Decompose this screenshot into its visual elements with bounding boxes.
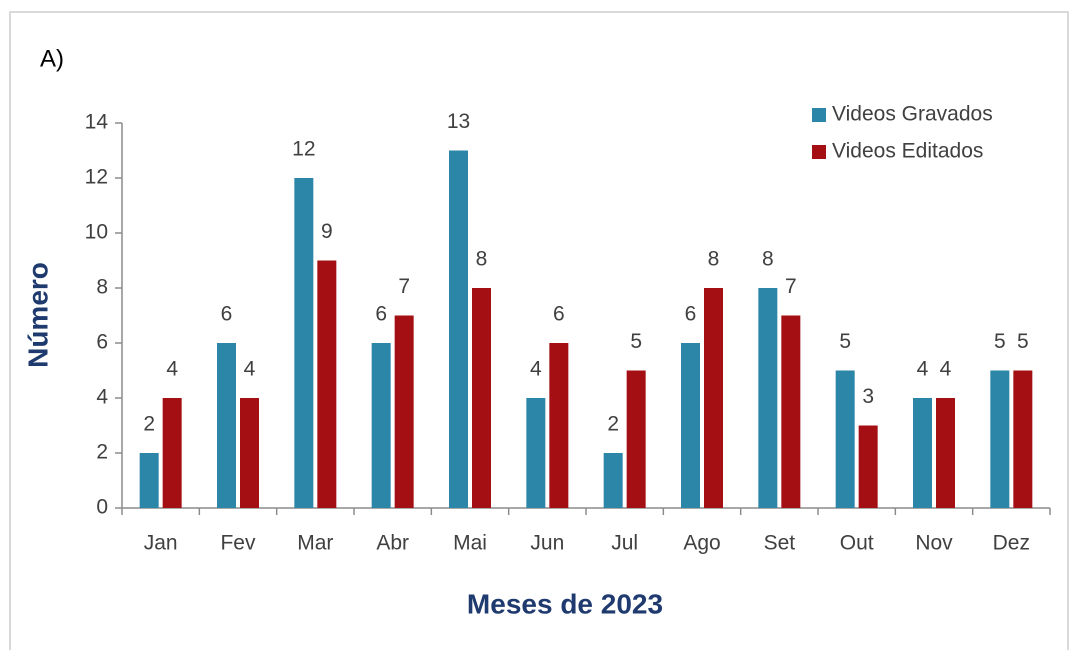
bar	[990, 370, 1010, 508]
y-axis-label: Número	[22, 262, 53, 368]
data-label: 7	[398, 275, 410, 298]
bar	[294, 178, 314, 508]
x-tick-label: Dez	[993, 532, 1030, 555]
y-tick-label: 2	[96, 441, 108, 464]
data-label: 7	[785, 275, 797, 298]
x-tick-label: Jun	[530, 532, 564, 555]
data-label: 4	[244, 358, 256, 381]
data-label: 5	[1017, 330, 1029, 353]
data-label: 12	[292, 138, 315, 161]
bar	[371, 343, 391, 508]
y-tick-label: 0	[96, 496, 108, 519]
legend-label: Videos Editados	[832, 140, 983, 163]
data-label: 6	[221, 303, 233, 326]
data-label: 8	[708, 248, 720, 271]
bar	[549, 343, 569, 508]
bar	[139, 453, 159, 508]
bar	[449, 150, 468, 508]
bar	[394, 315, 414, 508]
x-tick-label: Jan	[144, 532, 178, 555]
data-label: 5	[839, 330, 851, 353]
x-axis-label: Meses de 2023	[467, 588, 663, 619]
bar	[1013, 370, 1033, 508]
bar	[472, 288, 491, 508]
y-tick-label: 8	[96, 276, 108, 299]
x-tick-label: Ago	[683, 532, 720, 555]
x-tick-label: Out	[840, 532, 874, 555]
data-label: 4	[917, 358, 929, 381]
data-label: 5	[630, 330, 642, 353]
x-tick-label: Nov	[915, 532, 953, 555]
bar	[704, 288, 723, 508]
y-tick-label: 14	[85, 111, 109, 134]
bar	[317, 260, 337, 508]
bar	[758, 288, 778, 508]
bar	[781, 315, 801, 508]
data-label: 13	[447, 110, 470, 133]
bar	[835, 370, 855, 508]
y-tick-label: 10	[85, 221, 108, 244]
bar	[603, 453, 623, 508]
data-label: 3	[862, 385, 874, 408]
y-tick-label: 6	[96, 331, 108, 354]
x-tick-label: Mar	[297, 532, 333, 555]
bar	[240, 398, 259, 508]
data-label: 4	[166, 358, 178, 381]
x-tick-label: Set	[764, 532, 796, 555]
bar	[681, 343, 700, 508]
data-label: 2	[607, 413, 619, 436]
data-label: 6	[375, 303, 387, 326]
chart-title: A)	[40, 45, 64, 72]
data-label: 8	[476, 248, 488, 271]
y-tick-label: 4	[96, 386, 108, 409]
legend-swatch	[812, 108, 826, 122]
data-label: 5	[994, 330, 1006, 353]
legend-label: Videos Gravados	[832, 103, 993, 126]
bar	[626, 370, 646, 508]
bar	[217, 343, 236, 508]
x-tick-label: Jul	[611, 532, 638, 555]
data-label: 4	[940, 358, 952, 381]
x-tick-label: Abr	[376, 532, 409, 555]
data-label: 4	[530, 358, 542, 381]
data-label: 8	[762, 248, 774, 271]
bar	[858, 425, 878, 508]
data-label: 6	[685, 303, 697, 326]
bar	[162, 398, 182, 508]
data-label: 9	[321, 220, 333, 243]
x-tick-label: Mai	[453, 532, 487, 555]
bar	[526, 398, 546, 508]
legend-swatch	[812, 145, 826, 159]
data-label: 6	[553, 303, 565, 326]
x-tick-label: Fev	[220, 532, 256, 555]
y-tick-label: 12	[85, 166, 108, 189]
chart-frame	[9, 11, 1069, 650]
bar	[913, 398, 932, 508]
data-label: 2	[143, 413, 155, 436]
bar	[936, 398, 955, 508]
